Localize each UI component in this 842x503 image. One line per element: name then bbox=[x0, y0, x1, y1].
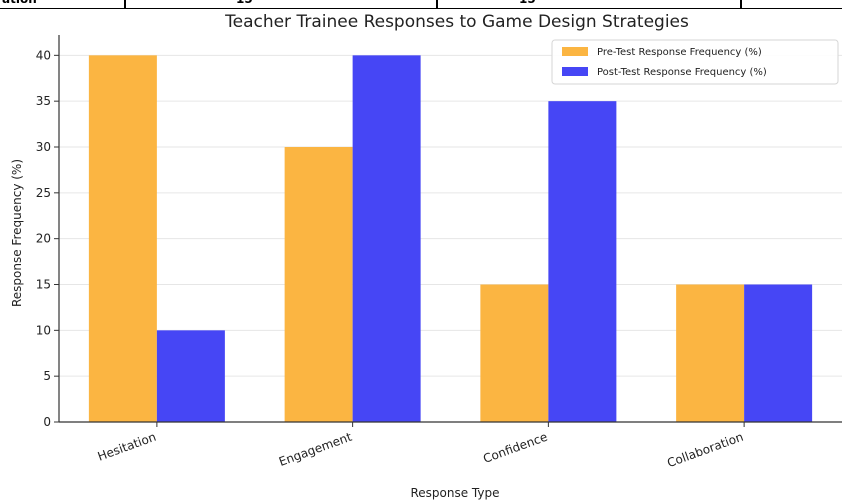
legend-box bbox=[551, 39, 839, 85]
x-axis-ticks: Hesitation Engagement Confidence Collaborat… bbox=[96, 422, 745, 470]
y-tick-label: 20 bbox=[36, 232, 51, 246]
bar-pre-engagement bbox=[284, 147, 353, 422]
y-axis-ticks: 0 5 10 15 20 25 30 35 40 bbox=[36, 48, 59, 429]
chart-title: Teacher Trainee Responses to Game Design… bbox=[224, 12, 689, 32]
x-tick-label: Collaboration bbox=[665, 430, 745, 471]
y-tick-label: 25 bbox=[36, 186, 51, 200]
y-tick-label: 40 bbox=[36, 48, 51, 62]
x-axis-label: Response Type bbox=[410, 486, 499, 500]
table-divider bbox=[124, 0, 126, 9]
table-cell-1: ation bbox=[2, 0, 37, 5]
legend-label: Pre-Test Response Frequency (%) bbox=[597, 47, 762, 58]
bar-post-hesitation bbox=[156, 330, 225, 422]
legend-swatch bbox=[562, 67, 588, 76]
x-tick-label: Hesitation bbox=[96, 430, 158, 464]
legend-swatch bbox=[562, 47, 588, 56]
bars bbox=[88, 55, 813, 423]
bar-pre-confidence bbox=[480, 284, 549, 422]
y-tick-label: 0 bbox=[43, 415, 51, 429]
bar-pre-collaboration bbox=[676, 284, 745, 422]
table-divider bbox=[740, 0, 742, 9]
y-axis-label: Response Frequency (%) bbox=[10, 159, 24, 307]
axes bbox=[58, 35, 842, 423]
table-cell-2: 15 bbox=[236, 0, 253, 5]
y-tick-label: 5 bbox=[43, 369, 51, 383]
bar-post-engagement bbox=[352, 55, 421, 422]
y-tick-label: 30 bbox=[36, 140, 51, 154]
bar-pre-hesitation bbox=[88, 55, 157, 422]
table-cell-3: 15 bbox=[519, 0, 536, 5]
y-tick-label: 35 bbox=[36, 94, 51, 108]
bar-post-confidence bbox=[548, 101, 617, 423]
y-tick-label: 10 bbox=[36, 323, 51, 337]
y-tick-label: 15 bbox=[36, 278, 51, 292]
table-header-strip: ation 15 15 bbox=[0, 0, 842, 9]
legend: Pre-Test Response Frequency (%) Post-Test… bbox=[551, 39, 839, 85]
bar-post-collaboration bbox=[744, 284, 813, 422]
x-tick-label: Engagement bbox=[277, 430, 354, 469]
table-divider bbox=[436, 0, 438, 9]
legend-label: Post-Test Response Frequency (%) bbox=[597, 67, 767, 78]
x-tick-label: Confidence bbox=[481, 430, 549, 466]
